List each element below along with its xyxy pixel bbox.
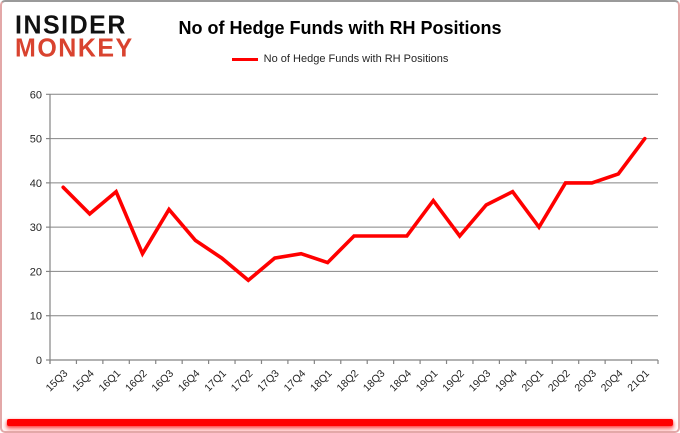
- x-axis-label: 20Q4: [599, 368, 626, 395]
- svg-text:20: 20: [30, 266, 42, 278]
- x-axis-label: 16Q1: [97, 368, 124, 395]
- svg-text:50: 50: [30, 134, 42, 146]
- x-axis-label: 17Q4: [282, 368, 309, 395]
- insider-monkey-logo: INSIDER MONKEY: [15, 10, 134, 63]
- x-axis-label: 17Q1: [202, 368, 229, 395]
- svg-text:0: 0: [36, 355, 42, 367]
- x-axis-label: 15Q4: [70, 368, 97, 395]
- x-axis-label: 18Q4: [387, 368, 414, 395]
- x-axis-label: 17Q3: [255, 368, 282, 395]
- x-axis-label: 19Q1: [414, 368, 441, 395]
- bottom-red-bar: [7, 419, 673, 426]
- legend-line-swatch: [231, 57, 258, 61]
- series-line: [61, 136, 647, 283]
- logo-text-monkey: MONKEY: [15, 33, 134, 63]
- x-axis-label: 19Q3: [467, 368, 494, 395]
- legend-label: No of Hedge Funds with RH Positions: [263, 53, 449, 65]
- legend: No of Hedge Funds with RH Positions: [2, 53, 678, 65]
- x-axis-label: 20Q1: [520, 368, 547, 395]
- x-axis-label: 21Q1: [625, 368, 652, 395]
- x-axis-label: 16Q4: [176, 368, 203, 395]
- x-axis-label: 15Q3: [44, 368, 71, 395]
- x-axis-label: 18Q1: [308, 368, 335, 395]
- logo-text-insider: INSIDER: [15, 10, 127, 40]
- svg-text:10: 10: [30, 311, 42, 323]
- x-axis-label: 19Q4: [493, 368, 520, 395]
- chart-title: No of Hedge Funds with RH Positions: [178, 18, 502, 38]
- svg-text:60: 60: [30, 89, 42, 101]
- x-axis-label: 16Q2: [123, 368, 150, 395]
- x-axis-label: 16Q3: [149, 368, 176, 395]
- x-axis-label: 20Q2: [546, 368, 573, 395]
- x-axis-label: 19Q2: [440, 368, 467, 395]
- x-axis-label: 17Q2: [229, 368, 256, 395]
- x-axis-label: 20Q3: [572, 368, 599, 395]
- x-axis-label: 18Q3: [361, 368, 388, 395]
- svg-text:30: 30: [30, 222, 42, 234]
- svg-text:40: 40: [30, 178, 42, 190]
- x-axis-label: 18Q2: [334, 368, 361, 395]
